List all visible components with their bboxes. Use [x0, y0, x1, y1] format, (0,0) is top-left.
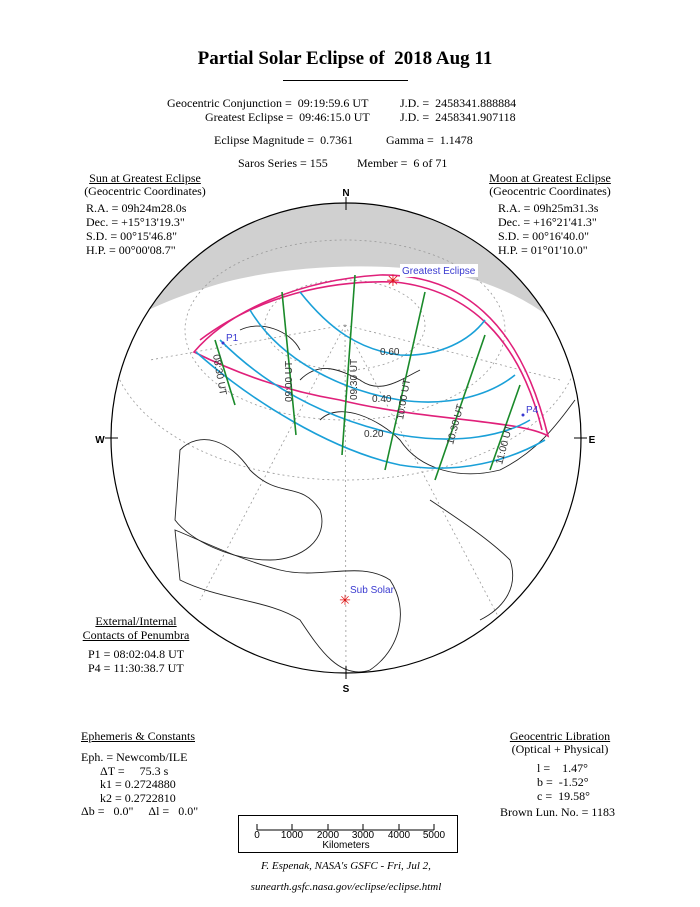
sun-sd: S.D. = 00°15'46.8" — [86, 229, 177, 243]
conjunction-time: Geocentric Conjunction = 09:19:59.6 UT — [167, 96, 369, 110]
subsolar-marker: ✳ Sub Solar — [339, 585, 394, 608]
moon-sd: S.D. = 00°16'40.0" — [498, 229, 589, 243]
compass-n: N — [342, 188, 349, 199]
compass-ticks — [105, 197, 587, 679]
sun-heading: Sun at Greatest Eclipse — [89, 171, 201, 185]
scale-ticks — [256, 824, 435, 831]
contact-p1: P1 = 08:02:04.8 UT — [88, 647, 185, 661]
time-0830 — [214, 339, 236, 406]
svg-text:✳: ✳ — [386, 273, 399, 290]
p4-point — [521, 413, 525, 417]
greatest-eclipse-label: Greatest Eclipse — [402, 266, 476, 277]
night-region — [111, 203, 581, 380]
scale-tick-1000: 1000 — [280, 830, 304, 841]
contacts-heading-1: External/Internal — [95, 614, 177, 628]
moon-heading: Moon at Greatest Eclipse — [489, 171, 611, 185]
ephemeris-delta-t: ΔT = 75.3 s — [100, 764, 169, 778]
time-0930 — [341, 274, 356, 456]
sun-hp: H.P. = 00°00'08.7" — [86, 243, 176, 257]
brown-lunation: Brown Lun. No. = 1183 — [500, 805, 615, 819]
libration-c: c = 19.58° — [537, 789, 590, 803]
magnitude-060 — [299, 291, 486, 356]
ephemeris-k2: k2 = 0.2722810 — [100, 791, 176, 805]
ephemeris-eph: Eph. = Newcomb/ILE — [81, 750, 188, 764]
scale-tick-2000: 2000 — [316, 830, 340, 841]
libration-subheading: (Optical + Physical) — [511, 742, 609, 756]
magnitude-000 — [195, 351, 546, 469]
penumbra-limit-outer — [192, 274, 550, 438]
p1-label: P1 — [226, 333, 239, 344]
moon-subheading: (Geocentric Coordinates) — [489, 184, 611, 198]
saros-series: Saros Series = 155 — [238, 156, 328, 170]
conjunction-jd: J.D. = 2458341.888884 — [400, 96, 517, 110]
libration-b: b = -1.52° — [537, 775, 589, 789]
sun-ra: R.A. = 09h24m28.0s — [86, 201, 187, 215]
time-label-0900: 09:00 UT — [284, 361, 295, 402]
p1-point — [221, 341, 225, 345]
eclipse-magnitude: Eclipse Magnitude = 0.7361 — [214, 133, 354, 147]
page-title: Partial Solar Eclipse of 2018 Aug 11 — [197, 48, 493, 69]
time-0900 — [281, 291, 297, 436]
subsolar-label: Sub Solar — [350, 585, 395, 596]
ephemeris-delta-b-l: Δb = 0.0" Δl = 0.0" — [81, 804, 199, 818]
libration-heading: Geocentric Libration — [509, 729, 611, 743]
svg-text:✳: ✳ — [339, 592, 351, 608]
greatest-time: Greatest Eclipse = 09:46:15.0 UT — [205, 110, 370, 124]
time-1100 — [489, 384, 521, 471]
contacts-heading-2: Contacts of Penumbra — [82, 628, 190, 642]
p4-label: P4 — [526, 405, 539, 416]
greatest-jd: J.D. = 2458341.907118 — [400, 110, 516, 124]
sun-subheading: (Geocentric Coordinates) — [84, 184, 206, 198]
magnitude-040 — [249, 309, 516, 403]
compass-w: W — [95, 435, 105, 446]
ephemeris-heading: Ephemeris & Constants — [81, 729, 195, 743]
scale-tick-4000: 4000 — [387, 830, 411, 841]
gamma: Gamma = 1.1478 — [386, 133, 473, 147]
ephemeris-k1: k1 = 0.2724880 — [100, 777, 176, 791]
time-1000 — [384, 291, 426, 471]
scale-unit: Kilometers — [322, 840, 370, 851]
magnitude-label-060: 0.60 — [380, 347, 400, 358]
scale-bar — [238, 815, 458, 853]
source-url: sunearth.gsfc.nasa.gov/eclipse/eclipse.h… — [250, 881, 442, 893]
moon-hp: H.P. = 01°01'10.0" — [498, 243, 588, 257]
saros-member: Member = 6 of 71 — [357, 156, 448, 170]
compass-s: S — [343, 684, 350, 695]
greatest-eclipse-marker: ✳ Greatest Eclipse — [386, 264, 478, 290]
moon-dec: Dec. = +16°21'41.3" — [498, 215, 597, 229]
contact-p4: P4 = 11:30:38.7 UT — [88, 661, 184, 675]
scale-tick-5000: 5000 — [422, 830, 446, 841]
magnitude-label-020: 0.20 — [364, 429, 384, 440]
credit: F. Espenak, NASA's GSFC - Fri, Jul 2, — [261, 860, 431, 872]
scale-tick-0: 0 — [254, 830, 260, 841]
time-label-0930: 09:30 UT — [349, 359, 360, 400]
libration-l: l = 1.47° — [537, 761, 588, 775]
moon-ra: R.A. = 09h25m31.3s — [498, 201, 599, 215]
sun-dec: Dec. = +15°13'19.3" — [86, 215, 185, 229]
title-rule — [283, 80, 408, 81]
scale-tick-3000: 3000 — [351, 830, 375, 841]
time-1030 — [434, 334, 486, 481]
compass-e: E — [589, 435, 596, 446]
magnitude-label-040: 0.40 — [372, 394, 392, 405]
penumbra-limit-inner — [199, 281, 543, 431]
